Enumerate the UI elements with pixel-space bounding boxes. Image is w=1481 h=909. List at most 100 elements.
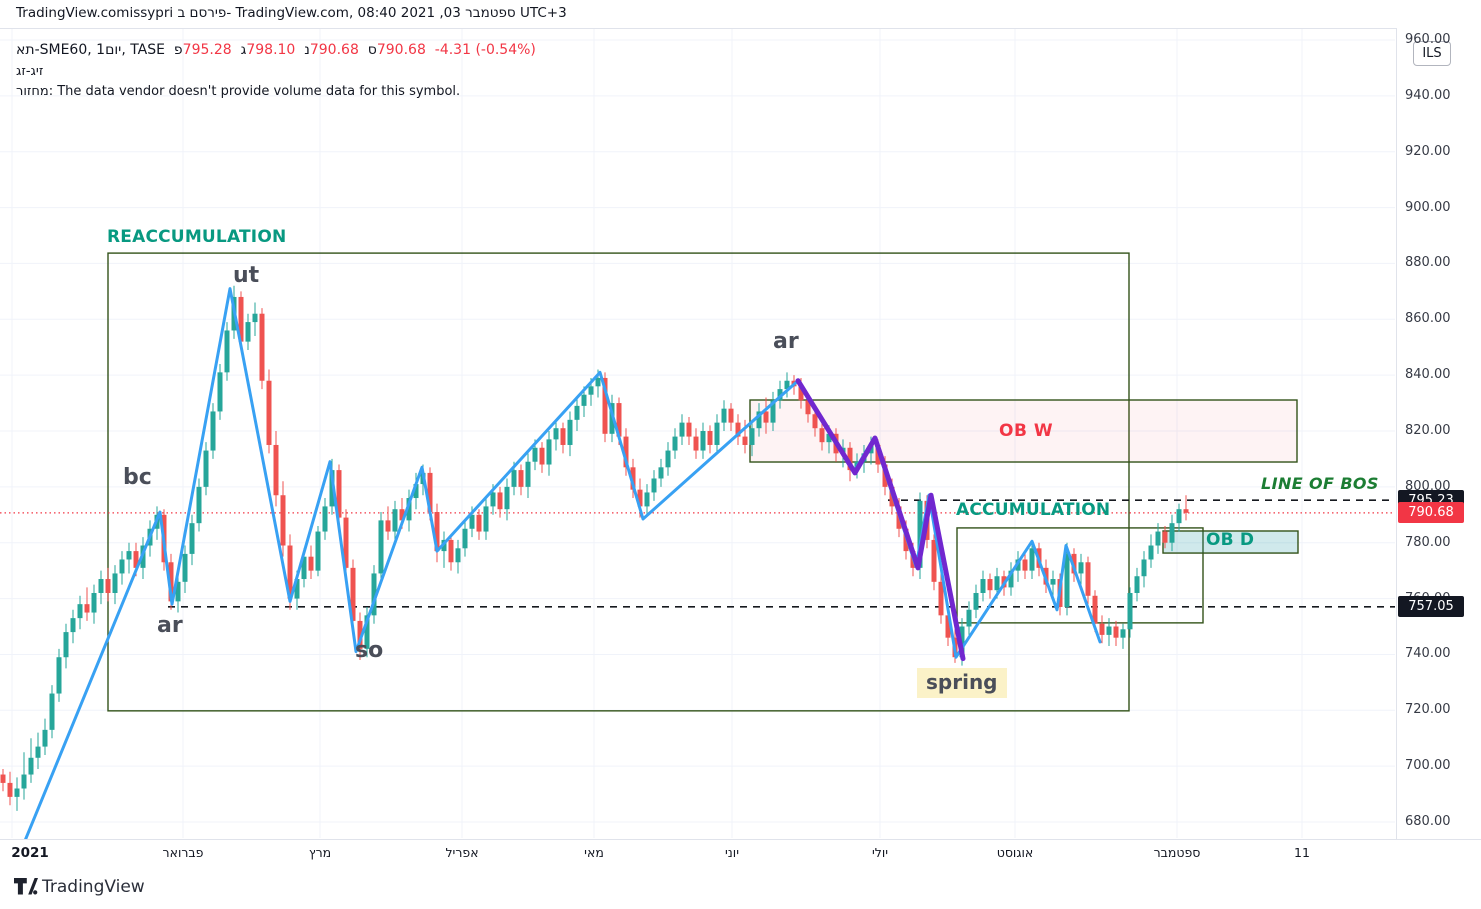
candle[interactable]: [189, 514, 195, 566]
label-reaccumulation[interactable]: REACCUMULATION: [107, 227, 287, 247]
candle[interactable]: [77, 595, 83, 630]
candle[interactable]: [966, 601, 972, 635]
candle[interactable]: [392, 500, 398, 543]
currency-badge[interactable]: ILS: [1413, 41, 1451, 66]
candle[interactable]: [56, 648, 62, 702]
candle[interactable]: [406, 489, 412, 532]
candle[interactable]: [973, 584, 979, 619]
candle[interactable]: [203, 442, 209, 496]
label-ob-d[interactable]: OB D: [1206, 530, 1255, 550]
candle[interactable]: [777, 380, 783, 409]
candle[interactable]: [35, 732, 41, 769]
candle[interactable]: [1113, 620, 1119, 647]
candle[interactable]: [623, 428, 629, 476]
candle[interactable]: [574, 397, 580, 432]
candle[interactable]: [119, 551, 125, 585]
candle[interactable]: [84, 587, 90, 621]
candle[interactable]: [931, 534, 937, 591]
candle[interactable]: [714, 414, 720, 454]
candle[interactable]: [553, 419, 559, 451]
candle[interactable]: [644, 484, 650, 515]
candle[interactable]: [938, 573, 944, 624]
candle[interactable]: [525, 453, 531, 499]
candle[interactable]: [49, 685, 55, 739]
candle[interactable]: [651, 470, 657, 501]
candle[interactable]: [679, 414, 685, 445]
candle[interactable]: [707, 425, 713, 454]
candle[interactable]: [105, 567, 111, 602]
symbol-name[interactable]: תא-SME60, 1יום, TASE: [16, 42, 165, 58]
candle[interactable]: [196, 478, 202, 532]
candle[interactable]: [266, 369, 272, 454]
candle[interactable]: [763, 397, 769, 434]
candle[interactable]: [987, 573, 993, 599]
tradingview-brand-text[interactable]: TradingView: [42, 877, 145, 897]
candle[interactable]: [224, 322, 230, 381]
candle[interactable]: [672, 428, 678, 459]
candle[interactable]: [658, 458, 664, 487]
candle[interactable]: [308, 545, 314, 580]
candle[interactable]: [539, 442, 545, 473]
reaccumulation-box[interactable]: [107, 252, 1130, 712]
candle[interactable]: [378, 512, 384, 582]
candle[interactable]: [1141, 551, 1147, 588]
candle[interactable]: [98, 570, 104, 605]
candle[interactable]: [217, 363, 223, 420]
label-ar-left[interactable]: ar: [157, 613, 183, 638]
candle[interactable]: [665, 442, 671, 476]
candle[interactable]: [413, 472, 419, 510]
candle[interactable]: [1064, 542, 1070, 616]
candle[interactable]: [735, 414, 741, 445]
candle[interactable]: [630, 458, 636, 499]
label-so[interactable]: so: [355, 638, 384, 663]
candle[interactable]: [1085, 556, 1091, 605]
candle[interactable]: [364, 606, 370, 658]
candle[interactable]: [560, 422, 566, 454]
symbol-legend-row[interactable]: תא-SME60, 1יום, TASE פ795.28 ג798.10 נ79…: [16, 42, 536, 58]
candle[interactable]: [784, 372, 790, 398]
candle[interactable]: [126, 542, 132, 574]
candle[interactable]: [700, 422, 706, 459]
candle[interactable]: [1022, 551, 1028, 580]
label-spring[interactable]: spring: [917, 668, 1007, 698]
candle[interactable]: [504, 478, 510, 521]
candle[interactable]: [7, 771, 13, 806]
candle[interactable]: [602, 372, 608, 443]
candle[interactable]: [70, 609, 76, 644]
candle[interactable]: [1127, 587, 1133, 638]
candle[interactable]: [210, 403, 216, 459]
volume-indicator-legend[interactable]: מחזור: The data vendor doesn't provide v…: [16, 84, 536, 99]
candle[interactable]: [497, 486, 503, 518]
candle[interactable]: [0, 768, 6, 792]
candle[interactable]: [980, 570, 986, 602]
candle[interactable]: [336, 464, 342, 526]
candle[interactable]: [1134, 567, 1140, 602]
label-bc[interactable]: bc: [123, 465, 152, 490]
candle[interactable]: [742, 419, 748, 454]
candle[interactable]: [1008, 562, 1014, 596]
label-ar-mid[interactable]: ar: [773, 329, 799, 354]
candle[interactable]: [1176, 503, 1182, 532]
candle[interactable]: [1183, 495, 1189, 521]
label-ut[interactable]: ut: [233, 263, 260, 288]
candle[interactable]: [483, 498, 489, 540]
candle[interactable]: [749, 419, 755, 457]
candle[interactable]: [14, 777, 20, 811]
candle[interactable]: [455, 539, 461, 574]
chart-plot[interactable]: [0, 0, 1396, 839]
candle[interactable]: [28, 738, 34, 783]
candle[interactable]: [518, 464, 524, 496]
candle[interactable]: [1106, 618, 1112, 647]
candle[interactable]: [371, 565, 377, 624]
accumulation-box[interactable]: [956, 527, 1204, 624]
candle[interactable]: [462, 520, 468, 557]
price-scale[interactable]: ILS 680.00700.00720.00740.00760.00780.00…: [1396, 28, 1481, 866]
trend-drawing-line[interactable]: [795, 378, 966, 662]
candle[interactable]: [770, 391, 776, 432]
candle[interactable]: [322, 498, 328, 540]
candle[interactable]: [1155, 523, 1161, 554]
tradingview-logo-icon[interactable]: [14, 878, 38, 896]
candle[interactable]: [1099, 615, 1105, 644]
candle[interactable]: [385, 506, 391, 540]
candle[interactable]: [1078, 553, 1084, 585]
